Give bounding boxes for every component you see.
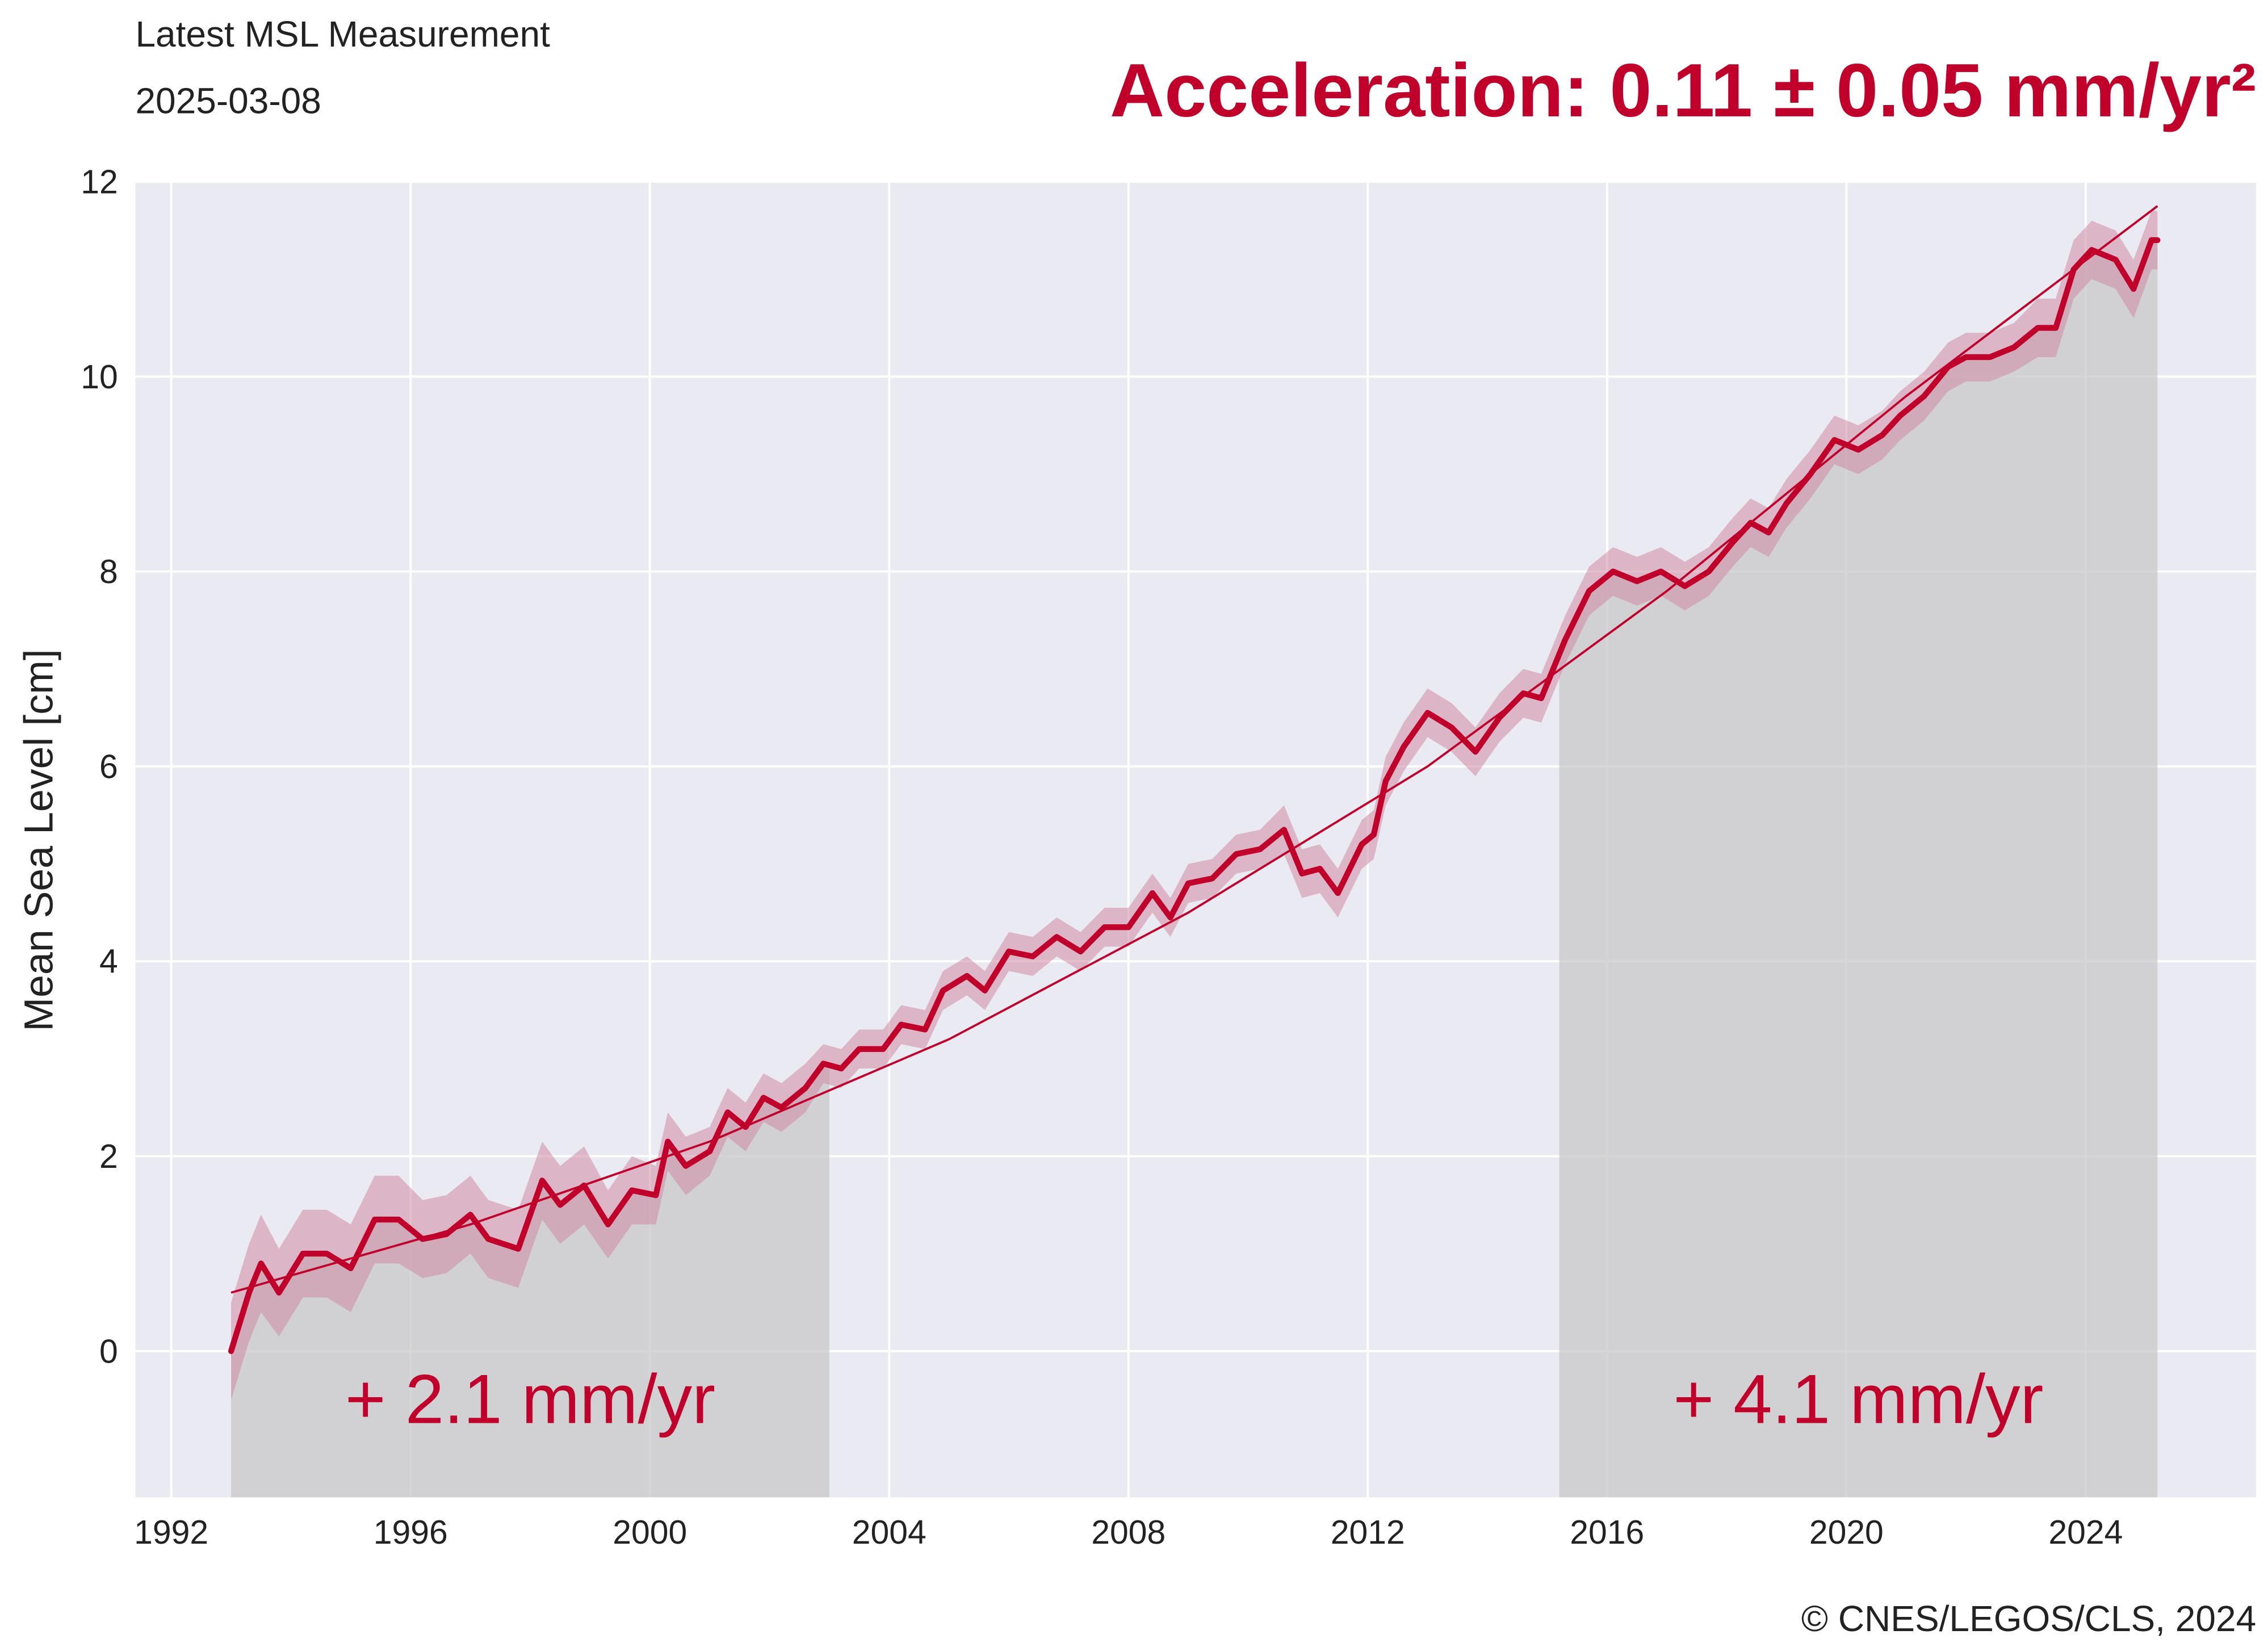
x-tick-label: 2012 — [1331, 1514, 1405, 1551]
x-tick-label: 2008 — [1091, 1514, 1166, 1551]
period-label: + 4.1 mm/yr — [1673, 1361, 2043, 1439]
y-tick-label: 6 — [99, 748, 118, 785]
y-tick-label: 12 — [81, 164, 118, 201]
trend-line — [230, 205, 2158, 1294]
chart-title: Acceleration: 0.11 ± 0.05 mm/yr² — [1110, 48, 2256, 133]
period-area — [1559, 240, 2158, 1498]
date: 2025-03-08 — [135, 81, 321, 121]
y-tick-label: 8 — [99, 554, 118, 590]
x-tick-label: 2024 — [2048, 1514, 2123, 1551]
x-tick-label: 1996 — [374, 1514, 448, 1551]
y-tick-label: 2 — [99, 1138, 118, 1175]
period-label: + 2.1 mm/yr — [345, 1361, 715, 1439]
y-axis-label: Mean Sea Level [cm] — [16, 649, 62, 1031]
y-tick-label: 0 — [99, 1333, 118, 1370]
credit: © CNES/LEGOS/CLS, 2024 — [1801, 1598, 2256, 1639]
x-tick-label: 2000 — [613, 1514, 687, 1551]
x-tick-label: 2016 — [1570, 1514, 1644, 1551]
msl-line — [228, 237, 2161, 1354]
x-tick-label: 1992 — [134, 1514, 208, 1551]
x-tick-label: 2004 — [852, 1514, 927, 1551]
x-tick-label: 2020 — [1809, 1514, 1884, 1551]
y-tick-label: 4 — [99, 944, 118, 980]
y-tick-label: 10 — [81, 359, 118, 396]
header: Latest MSL Measurement — [135, 14, 550, 55]
